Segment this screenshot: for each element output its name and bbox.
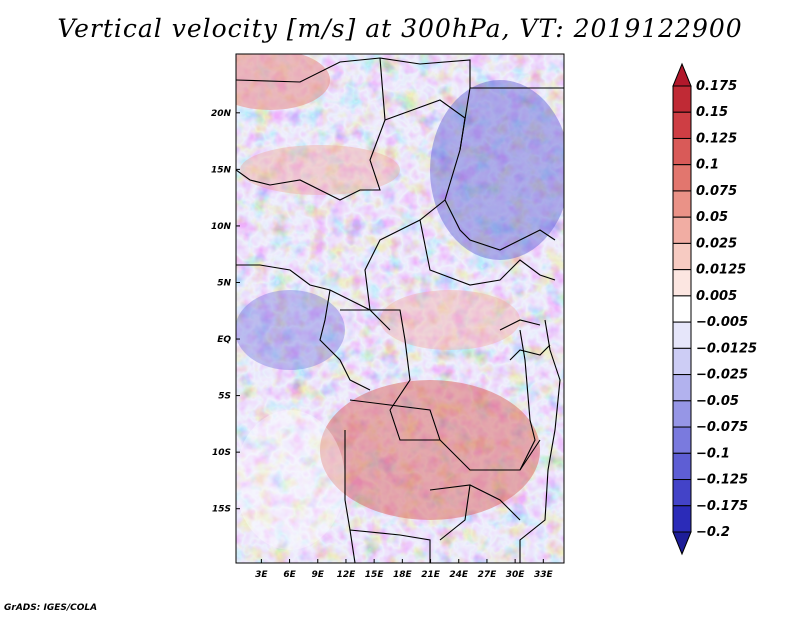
colorbar-label: 0.0125 bbox=[696, 263, 746, 278]
negative-region-southwest bbox=[236, 410, 345, 550]
colorbar-label: 0.15 bbox=[696, 105, 728, 120]
colorbar-min-arrow bbox=[672, 531, 692, 556]
chart-title: Vertical velocity [m/s] at 300hPa, VT: 2… bbox=[57, 14, 743, 43]
colorbar-label: −0.1 bbox=[696, 446, 730, 461]
x-tick-label: 12E bbox=[337, 570, 357, 580]
colorbar-label: −0.025 bbox=[696, 368, 748, 383]
colorbar-label: 0.025 bbox=[696, 236, 737, 251]
colorbar-swatch bbox=[672, 321, 692, 349]
x-tick-label: 30E bbox=[506, 570, 526, 580]
colorbar-swatch bbox=[672, 452, 692, 481]
colorbar-swatch bbox=[672, 111, 692, 139]
x-tick-label: 9E bbox=[312, 570, 325, 580]
colorbar-swatch bbox=[672, 269, 692, 297]
colorbar-swatch bbox=[672, 479, 692, 507]
y-tick-label: 5S bbox=[218, 392, 231, 402]
y-tick-label: 15S bbox=[212, 505, 231, 515]
colorbar-swatch bbox=[672, 242, 692, 271]
x-tick-label: 33E bbox=[534, 570, 554, 580]
colorbar-swatch bbox=[672, 216, 692, 244]
colorbar: 0.175 0.15 0.125 0.1 0.075 0.05 0.025 0.0125 0.0… bbox=[672, 62, 757, 556]
colorbar-swatch bbox=[672, 137, 692, 166]
y-tick-label: 5N bbox=[217, 278, 231, 288]
y-tick-label: 20N bbox=[211, 109, 232, 119]
colorbar-label: −0.2 bbox=[696, 525, 730, 540]
colorbar-label: −0.05 bbox=[696, 394, 739, 409]
colorbar-swatch bbox=[672, 505, 692, 533]
negative-region-northeast bbox=[430, 80, 564, 260]
colorbar-label: 0.075 bbox=[696, 184, 737, 199]
y-tick-label: EQ bbox=[217, 335, 231, 345]
x-tick-label: 3E bbox=[255, 570, 268, 580]
positive-region-sahel bbox=[240, 145, 400, 195]
colorbar-label: −0.175 bbox=[696, 499, 748, 514]
positive-region-central bbox=[380, 290, 520, 350]
y-tick-label: 10S bbox=[212, 448, 231, 458]
colorbar-max-arrow bbox=[672, 62, 692, 87]
colorbar-swatch bbox=[672, 164, 692, 192]
y-tick-label: 10N bbox=[211, 222, 232, 232]
y-tick-label: 15N bbox=[211, 165, 232, 175]
x-tick-label: 21E bbox=[421, 570, 441, 580]
positive-region-south bbox=[320, 380, 540, 520]
x-tick-label: 18E bbox=[393, 570, 413, 580]
x-axis-ticks: 3E 6E 9E 12E 15E 18E 21E 24E 27E 30E 33E bbox=[255, 559, 554, 580]
map-frame bbox=[235, 53, 565, 564]
colorbar-swatch bbox=[672, 85, 692, 113]
x-tick-label: 6E bbox=[283, 570, 296, 580]
colorbar-swatch bbox=[672, 347, 692, 376]
colorbar-label: −0.005 bbox=[696, 315, 748, 330]
x-tick-label: 15E bbox=[365, 570, 385, 580]
colorbar-label: −0.0125 bbox=[696, 341, 757, 356]
negative-region-west bbox=[236, 290, 345, 370]
colorbar-swatch bbox=[672, 426, 692, 454]
colorbar-label: −0.125 bbox=[696, 473, 748, 488]
colorbar-swatch bbox=[672, 400, 692, 428]
colorbar-swatch bbox=[672, 190, 692, 218]
colorbar-swatch bbox=[672, 374, 692, 402]
colorbar-label: 0.05 bbox=[696, 210, 728, 225]
y-axis-ticks: 20N 15N 10N 5N EQ 5S 10S 15S bbox=[211, 109, 240, 515]
colorbar-label: 0.125 bbox=[696, 131, 737, 146]
x-tick-label: 27E bbox=[478, 570, 498, 580]
colorbar-label: 0.005 bbox=[696, 289, 737, 304]
positive-region-northwest bbox=[236, 54, 330, 110]
grads-credit: GrADS: IGES/COLA bbox=[4, 603, 98, 613]
country-borders bbox=[236, 57, 564, 563]
colorbar-swatch bbox=[672, 295, 692, 323]
velocity-field bbox=[236, 54, 564, 563]
colorbar-label: −0.075 bbox=[696, 420, 748, 435]
colorbar-label: 0.175 bbox=[696, 79, 737, 94]
colorbar-label: 0.1 bbox=[696, 158, 719, 173]
x-tick-label: 24E bbox=[449, 570, 469, 580]
